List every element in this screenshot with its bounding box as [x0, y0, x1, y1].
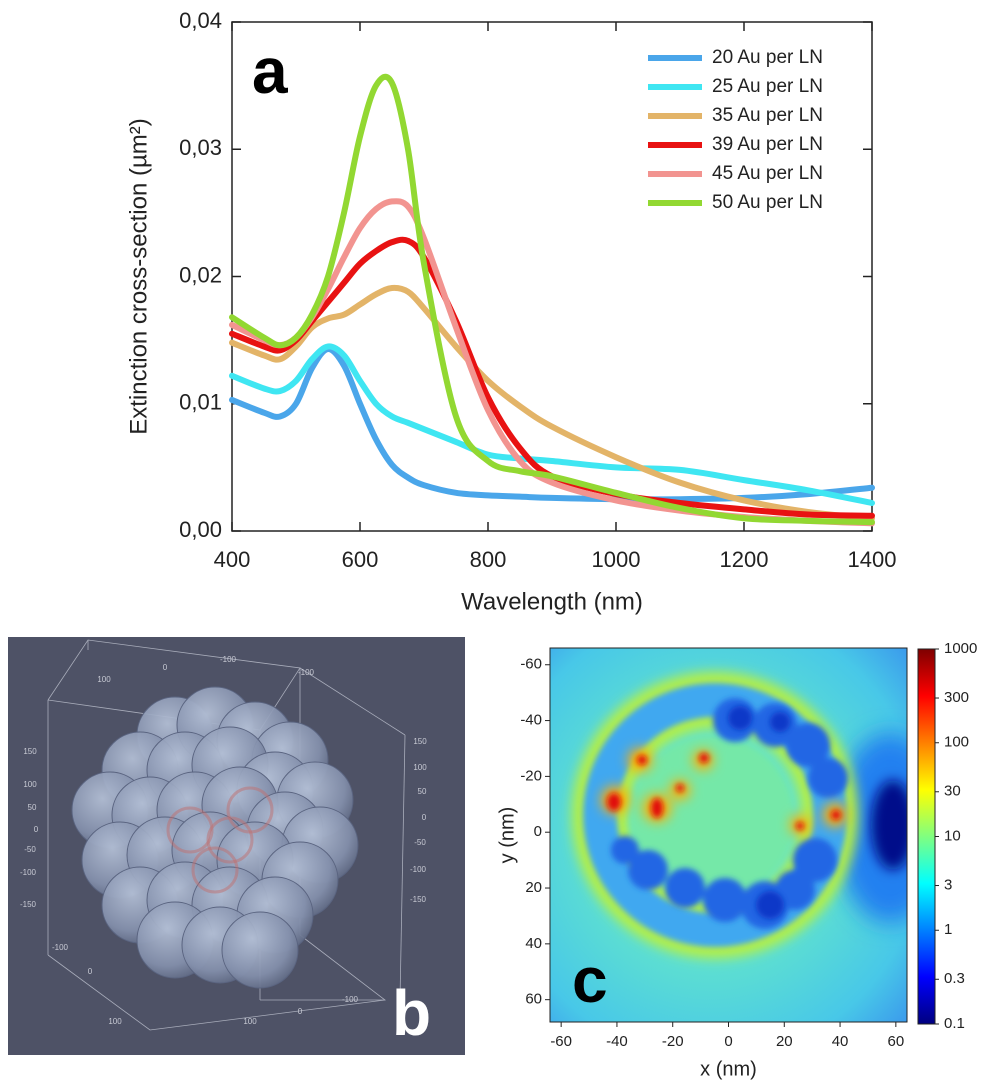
x-tick-label: 60: [888, 1033, 905, 1050]
render-tick-label: -100: [220, 655, 237, 664]
x-tick-label: 1000: [592, 547, 641, 572]
colorbar-tick-label: 100: [944, 734, 969, 751]
y-tick-label: 60: [525, 991, 542, 1008]
render-tick-label: 100: [108, 1017, 122, 1026]
render-tick-label: -100: [20, 868, 37, 877]
legend-label: 50 Au per LN: [712, 192, 823, 213]
colorbar-tick-label: 3: [944, 876, 952, 893]
render-tick-label: 0: [422, 813, 427, 822]
panel-label: b: [392, 977, 431, 1049]
render-tick-label: -150: [410, 895, 427, 904]
render-panel: b: [8, 637, 465, 1055]
y-tick-label: -20: [520, 767, 542, 784]
render-tick-label: 150: [23, 747, 37, 756]
series-line: [229, 343, 875, 507]
y-tick-label: 0,02: [179, 262, 222, 287]
render-tick-label: 100: [413, 763, 427, 772]
colorbar-tick-label: 10: [944, 827, 961, 844]
render-tick-label: 100: [97, 675, 111, 684]
render-tick-label: 150: [413, 737, 427, 746]
x-tick-label: 600: [342, 547, 379, 572]
inner-sphere: [191, 846, 239, 894]
colorbar-tick-label: 300: [944, 689, 969, 706]
series-line: [229, 284, 875, 522]
render-tick-label: 0: [34, 825, 39, 834]
x-tick-label: 1200: [720, 547, 769, 572]
render-tick-label: -100: [342, 995, 359, 1004]
series-line: [229, 346, 875, 503]
panel-label: a: [252, 35, 288, 107]
y-tick-label: 20: [525, 879, 542, 896]
legend-label: 45 Au per LN: [712, 163, 823, 184]
render-tick-label: 0: [298, 1007, 303, 1016]
y-tick-label: 0,01: [179, 390, 222, 415]
y-axis-label: y (nm): [496, 807, 518, 864]
legend-label: 35 Au per LN: [712, 105, 823, 126]
colorbar-tick-label: 0.3: [944, 970, 965, 987]
legend-label: 39 Au per LN: [712, 134, 823, 155]
colorbar-tick-label: 0.1: [944, 1015, 965, 1032]
render-tick-label: -50: [414, 838, 426, 847]
render-tick-label: 100: [23, 780, 37, 789]
sphere: [221, 911, 299, 989]
legend-label: 25 Au per LN: [712, 76, 823, 97]
x-tick-label: 0: [724, 1033, 732, 1050]
y-tick-label: 0: [534, 823, 542, 840]
x-tick-label: 800: [470, 547, 507, 572]
render-tick-label: 0: [163, 663, 168, 672]
y-axis-label: Extinction cross-section (µm²): [125, 118, 152, 435]
render-tick-label: -50: [24, 845, 36, 854]
inner-sphere: [226, 786, 274, 834]
panel-label: c: [572, 944, 608, 1016]
x-axis-label: Wavelength (nm): [461, 588, 643, 615]
render-tick-label: -100: [298, 668, 315, 677]
x-tick-label: 20: [776, 1033, 793, 1050]
colorbar: [917, 648, 936, 1025]
y-tick-label: -40: [520, 712, 542, 729]
colorbar-tick-label: 1000: [944, 640, 977, 657]
render-tick-label: 100: [243, 1017, 257, 1026]
x-tick-label: 1400: [848, 547, 897, 572]
x-tick-label: -40: [606, 1033, 628, 1050]
y-tick-label: -60: [520, 656, 542, 673]
field-map: [550, 648, 907, 1022]
colorbar-tick-label: 30: [944, 783, 961, 800]
render-tick-label: 50: [418, 787, 427, 796]
legend-label: 20 Au per LN: [712, 47, 823, 68]
y-tick-label: 0,00: [179, 517, 222, 542]
x-tick-label: -60: [550, 1033, 572, 1050]
sphere-cluster: [71, 686, 359, 989]
render-tick-label: -150: [20, 900, 37, 909]
render-tick-label: -100: [52, 943, 69, 952]
render-tick-label: 0: [88, 967, 93, 976]
x-tick-label: 40: [832, 1033, 849, 1050]
colorbar-tick-label: 1: [944, 921, 952, 938]
y-tick-label: 40: [525, 935, 542, 952]
series-line: [229, 73, 875, 526]
y-tick-label: 0,04: [179, 8, 222, 33]
x-axis-label: x (nm): [700, 1058, 757, 1080]
render-tick-label: 50: [28, 803, 37, 812]
x-tick-label: 400: [214, 547, 251, 572]
render-tick-label: -100: [410, 865, 427, 874]
x-tick-label: -20: [662, 1033, 684, 1050]
y-tick-label: 0,03: [179, 135, 222, 160]
